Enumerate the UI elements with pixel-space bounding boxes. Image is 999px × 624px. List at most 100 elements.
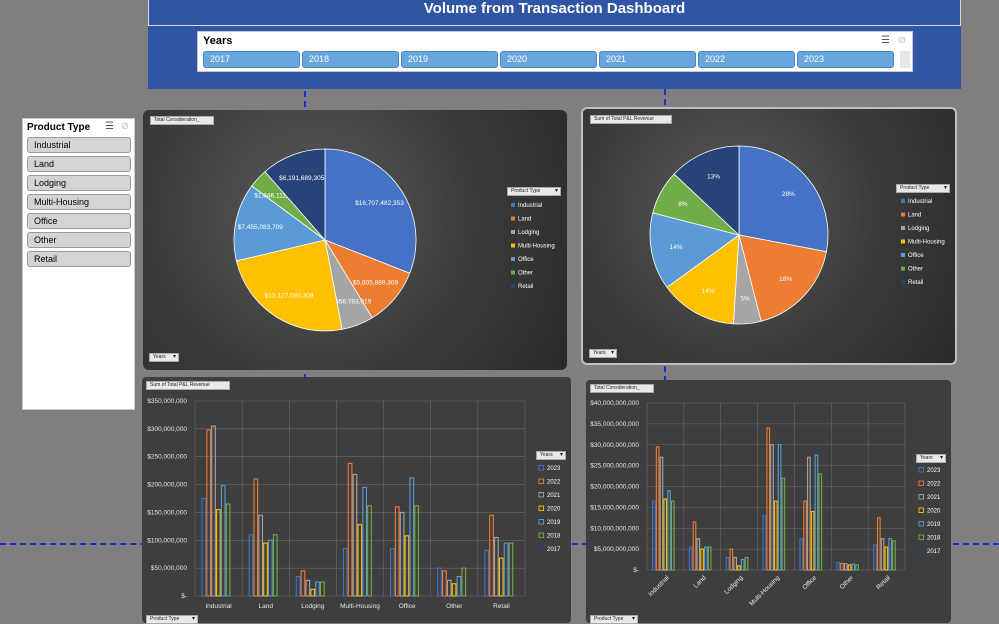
years-slicer[interactable]: Years ☰ ⊘ 2017 2018 2019 2020 2021 2022 …: [197, 31, 913, 72]
bar-land-2020[interactable]: [700, 548, 704, 571]
bar-lodging-2023[interactable]: [295, 575, 301, 597]
bar-lodging-2020[interactable]: [310, 588, 316, 597]
bar-other-2023[interactable]: [437, 567, 442, 597]
bar-retail-2022[interactable]: [876, 517, 881, 571]
bar-industrial-2020[interactable]: [663, 498, 668, 571]
bar-land-2020[interactable]: [263, 542, 268, 597]
bar-office-2019[interactable]: [814, 454, 819, 571]
bar-industrial-2022[interactable]: [206, 429, 212, 597]
bar-other-2021[interactable]: [843, 563, 848, 571]
pie-slice-multi-housing[interactable]: [235, 239, 343, 332]
pie-slice-multi-housing[interactable]: [666, 234, 740, 325]
pie-slice-industrial[interactable]: [324, 148, 417, 274]
bar-multi-housing-2021[interactable]: [770, 444, 774, 571]
pie-slice-retail[interactable]: [264, 148, 326, 242]
clear-filter-icon[interactable]: ⊘: [120, 121, 129, 132]
bar-land-2021[interactable]: [258, 514, 264, 597]
bar-other-2019[interactable]: [851, 563, 856, 571]
bar-multi-housing-2023[interactable]: [342, 548, 348, 597]
bar-office-2020[interactable]: [810, 511, 815, 571]
years-slicer-item-2023[interactable]: 2023: [797, 51, 894, 68]
bar-lodging-2020[interactable]: [737, 565, 741, 571]
legend-filter-years[interactable]: Years: [916, 454, 946, 463]
product-slicer-item-industrial[interactable]: Industrial: [27, 137, 131, 153]
bar-other-2020[interactable]: [847, 564, 852, 571]
bar-industrial-2023[interactable]: [201, 497, 207, 597]
bar-lodging-2022[interactable]: [729, 548, 734, 571]
bar-retail-2020[interactable]: [884, 546, 889, 571]
bar-office-2019[interactable]: [409, 477, 415, 597]
bar-land-2022[interactable]: [692, 521, 697, 571]
bar-multi-housing-2018[interactable]: [781, 477, 786, 571]
bar-lodging-2021[interactable]: [305, 579, 311, 597]
product-slicer-item-multi-housing[interactable]: Multi-Housing: [27, 194, 131, 210]
product-slicer-item-other[interactable]: Other: [27, 232, 131, 248]
bar-retail-2023[interactable]: [484, 549, 490, 597]
bar-multi-housing-2022[interactable]: [766, 427, 771, 571]
bar-office-2018[interactable]: [818, 473, 823, 571]
bar-office-2023[interactable]: [799, 538, 804, 571]
bar-retail-2021[interactable]: [494, 536, 499, 597]
bar-chart-consideration[interactable]: Total Consideration_ Product Type Years …: [586, 380, 951, 624]
field-button-consideration[interactable]: Total Consideration_: [590, 384, 654, 393]
years-slicer-scrollbar[interactable]: [900, 51, 910, 68]
product-type-slicer[interactable]: Product Type ☰ ⊘ Industrial Land Lodging…: [22, 118, 135, 410]
bar-other-2018[interactable]: [461, 567, 467, 597]
bar-multi-housing-2022[interactable]: [347, 462, 353, 597]
bar-lodging-2023[interactable]: [725, 556, 730, 571]
bar-industrial-2019[interactable]: [220, 485, 226, 597]
field-button-consideration[interactable]: Total Consideration_: [150, 116, 214, 125]
pie-chart-revenue[interactable]: Sum of Total P&L Revenue Years Product T…: [581, 107, 957, 365]
multi-select-icon[interactable]: ☰: [105, 121, 114, 132]
bar-other-2021[interactable]: [446, 579, 452, 597]
bar-lodging-2019[interactable]: [740, 559, 745, 571]
bar-other-2018[interactable]: [855, 564, 859, 571]
bar-industrial-2021[interactable]: [211, 425, 216, 597]
bar-land-2019[interactable]: [704, 546, 708, 571]
years-slicer-item-2018[interactable]: 2018: [302, 51, 399, 68]
bar-land-2021[interactable]: [696, 538, 701, 571]
bar-office-2021[interactable]: [807, 456, 811, 571]
legend-filter-years[interactable]: Years: [536, 451, 566, 460]
bar-office-2020[interactable]: [404, 535, 410, 597]
bar-industrial-2021[interactable]: [659, 456, 664, 571]
bar-lodging-2018[interactable]: [744, 556, 749, 571]
pie-slice-office[interactable]: [233, 185, 326, 262]
bar-industrial-2018[interactable]: [225, 503, 231, 597]
clear-filter-icon[interactable]: ⊘: [897, 35, 906, 46]
bar-other-2022[interactable]: [840, 562, 844, 571]
legend-filter-product-type[interactable]: Product Type: [896, 184, 950, 193]
bar-multi-housing-2020[interactable]: [357, 524, 363, 597]
bar-industrial-2020[interactable]: [215, 509, 221, 597]
bar-chart-revenue[interactable]: Sum of Total P&L Revenue Product Type Ye…: [142, 377, 571, 624]
bar-other-2023[interactable]: [836, 561, 840, 571]
bar-office-2022[interactable]: [394, 506, 400, 597]
legend-filter-product-type[interactable]: Product Type: [507, 187, 561, 196]
bar-office-2021[interactable]: [399, 511, 405, 597]
years-slicer-item-2020[interactable]: 2020: [500, 51, 597, 68]
bar-office-2023[interactable]: [390, 548, 395, 597]
filter-button-years[interactable]: Years: [589, 349, 617, 358]
product-slicer-item-land[interactable]: Land: [27, 156, 131, 172]
bar-land-2022[interactable]: [253, 478, 259, 597]
bar-land-2023[interactable]: [248, 534, 254, 597]
years-slicer-item-2022[interactable]: 2022: [698, 51, 795, 68]
pie-slice-retail[interactable]: [673, 145, 740, 236]
bar-retail-2022[interactable]: [489, 514, 494, 597]
bar-industrial-2022[interactable]: [655, 446, 660, 571]
bar-industrial-2019[interactable]: [667, 490, 671, 571]
bar-retail-2020[interactable]: [498, 557, 504, 597]
bar-other-2020[interactable]: [451, 583, 457, 597]
bar-other-2022[interactable]: [442, 570, 447, 597]
product-slicer-item-office[interactable]: Office: [27, 213, 131, 229]
bar-lodging-2019[interactable]: [315, 581, 320, 597]
bar-land-2019[interactable]: [267, 539, 273, 597]
bar-land-2018[interactable]: [272, 534, 278, 597]
field-button-revenue[interactable]: Sum of Total P&L Revenue: [146, 381, 230, 390]
bar-lodging-2022[interactable]: [300, 570, 306, 597]
pie-slice-industrial[interactable]: [738, 145, 829, 253]
filter-button-years[interactable]: Years: [149, 353, 179, 362]
bar-multi-housing-2021[interactable]: [352, 473, 358, 597]
bar-office-2022[interactable]: [803, 500, 807, 571]
bar-multi-housing-2020[interactable]: [773, 500, 778, 571]
